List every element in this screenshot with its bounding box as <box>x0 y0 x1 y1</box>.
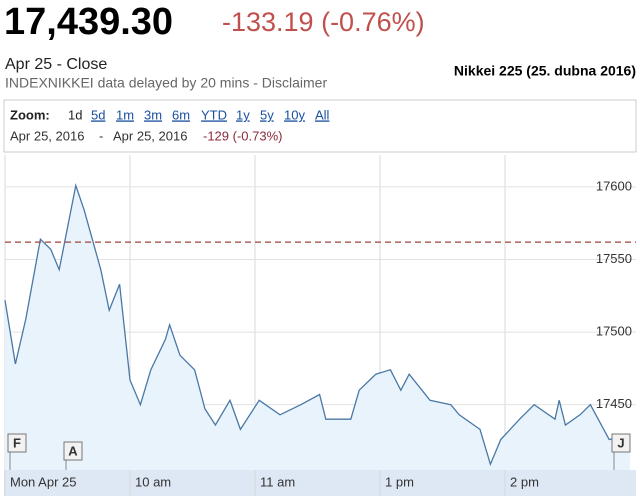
y-tick-label: 17550 <box>596 251 632 266</box>
range-from: Apr 25, 2016 <box>10 128 84 143</box>
y-tick-label: 17450 <box>596 396 632 411</box>
y-tick-label: 17600 <box>596 178 632 193</box>
zoom-option[interactable]: 5d <box>91 107 105 122</box>
zoom-option[interactable]: 10y <box>284 107 305 122</box>
source: INDEXNIKKEI data delayed by 20 mins - Di… <box>5 75 327 91</box>
flag-label: J <box>617 435 624 450</box>
flag-label: F <box>13 435 21 450</box>
range-to: Apr 25, 2016 <box>113 128 187 143</box>
range-sep: - <box>99 128 103 143</box>
zoom-option[interactable]: 5y <box>260 107 274 122</box>
y-tick-label: 17500 <box>596 324 632 339</box>
x-axis-strip <box>4 470 636 496</box>
zoom-option[interactable]: 3m <box>144 107 162 122</box>
flag-box <box>63 441 83 461</box>
price-change: -133.19 (-0.76%) <box>222 7 425 37</box>
x-tick-label: 10 am <box>135 474 171 489</box>
caption: Nikkei 225 (25. dubna 2016) <box>454 63 636 79</box>
line <box>4 182 631 467</box>
zoom-option[interactable]: 6m <box>172 107 190 122</box>
zoom-option[interactable]: 1m <box>116 107 134 122</box>
x-tick-label: Mon Apr 25 <box>10 474 77 489</box>
flag-box <box>611 433 631 453</box>
flag-label: A <box>68 443 78 458</box>
range-change: -129 (-0.73%) <box>203 128 282 143</box>
zoom-option: 1d <box>68 107 82 122</box>
zoom-label: Zoom: <box>10 107 50 122</box>
x-tick-label: 11 am <box>260 474 295 489</box>
area <box>5 185 630 470</box>
zoom-option[interactable]: 1y <box>236 107 250 122</box>
controls-panel <box>3 99 637 153</box>
status: Apr 25 - Close <box>5 56 107 73</box>
plot: Mon Apr 25 10 am 11 am 1 pm 2 pm 17450 17500 17… <box>4 155 636 496</box>
zoom-option[interactable]: YTD <box>201 107 227 122</box>
price: 17,439.30 <box>4 1 173 43</box>
x-tick-label: 1 pm <box>385 474 414 489</box>
zoom-option[interactable]: All <box>315 107 330 122</box>
flag-box <box>7 433 27 453</box>
x-tick-label: 2 pm <box>510 474 539 489</box>
